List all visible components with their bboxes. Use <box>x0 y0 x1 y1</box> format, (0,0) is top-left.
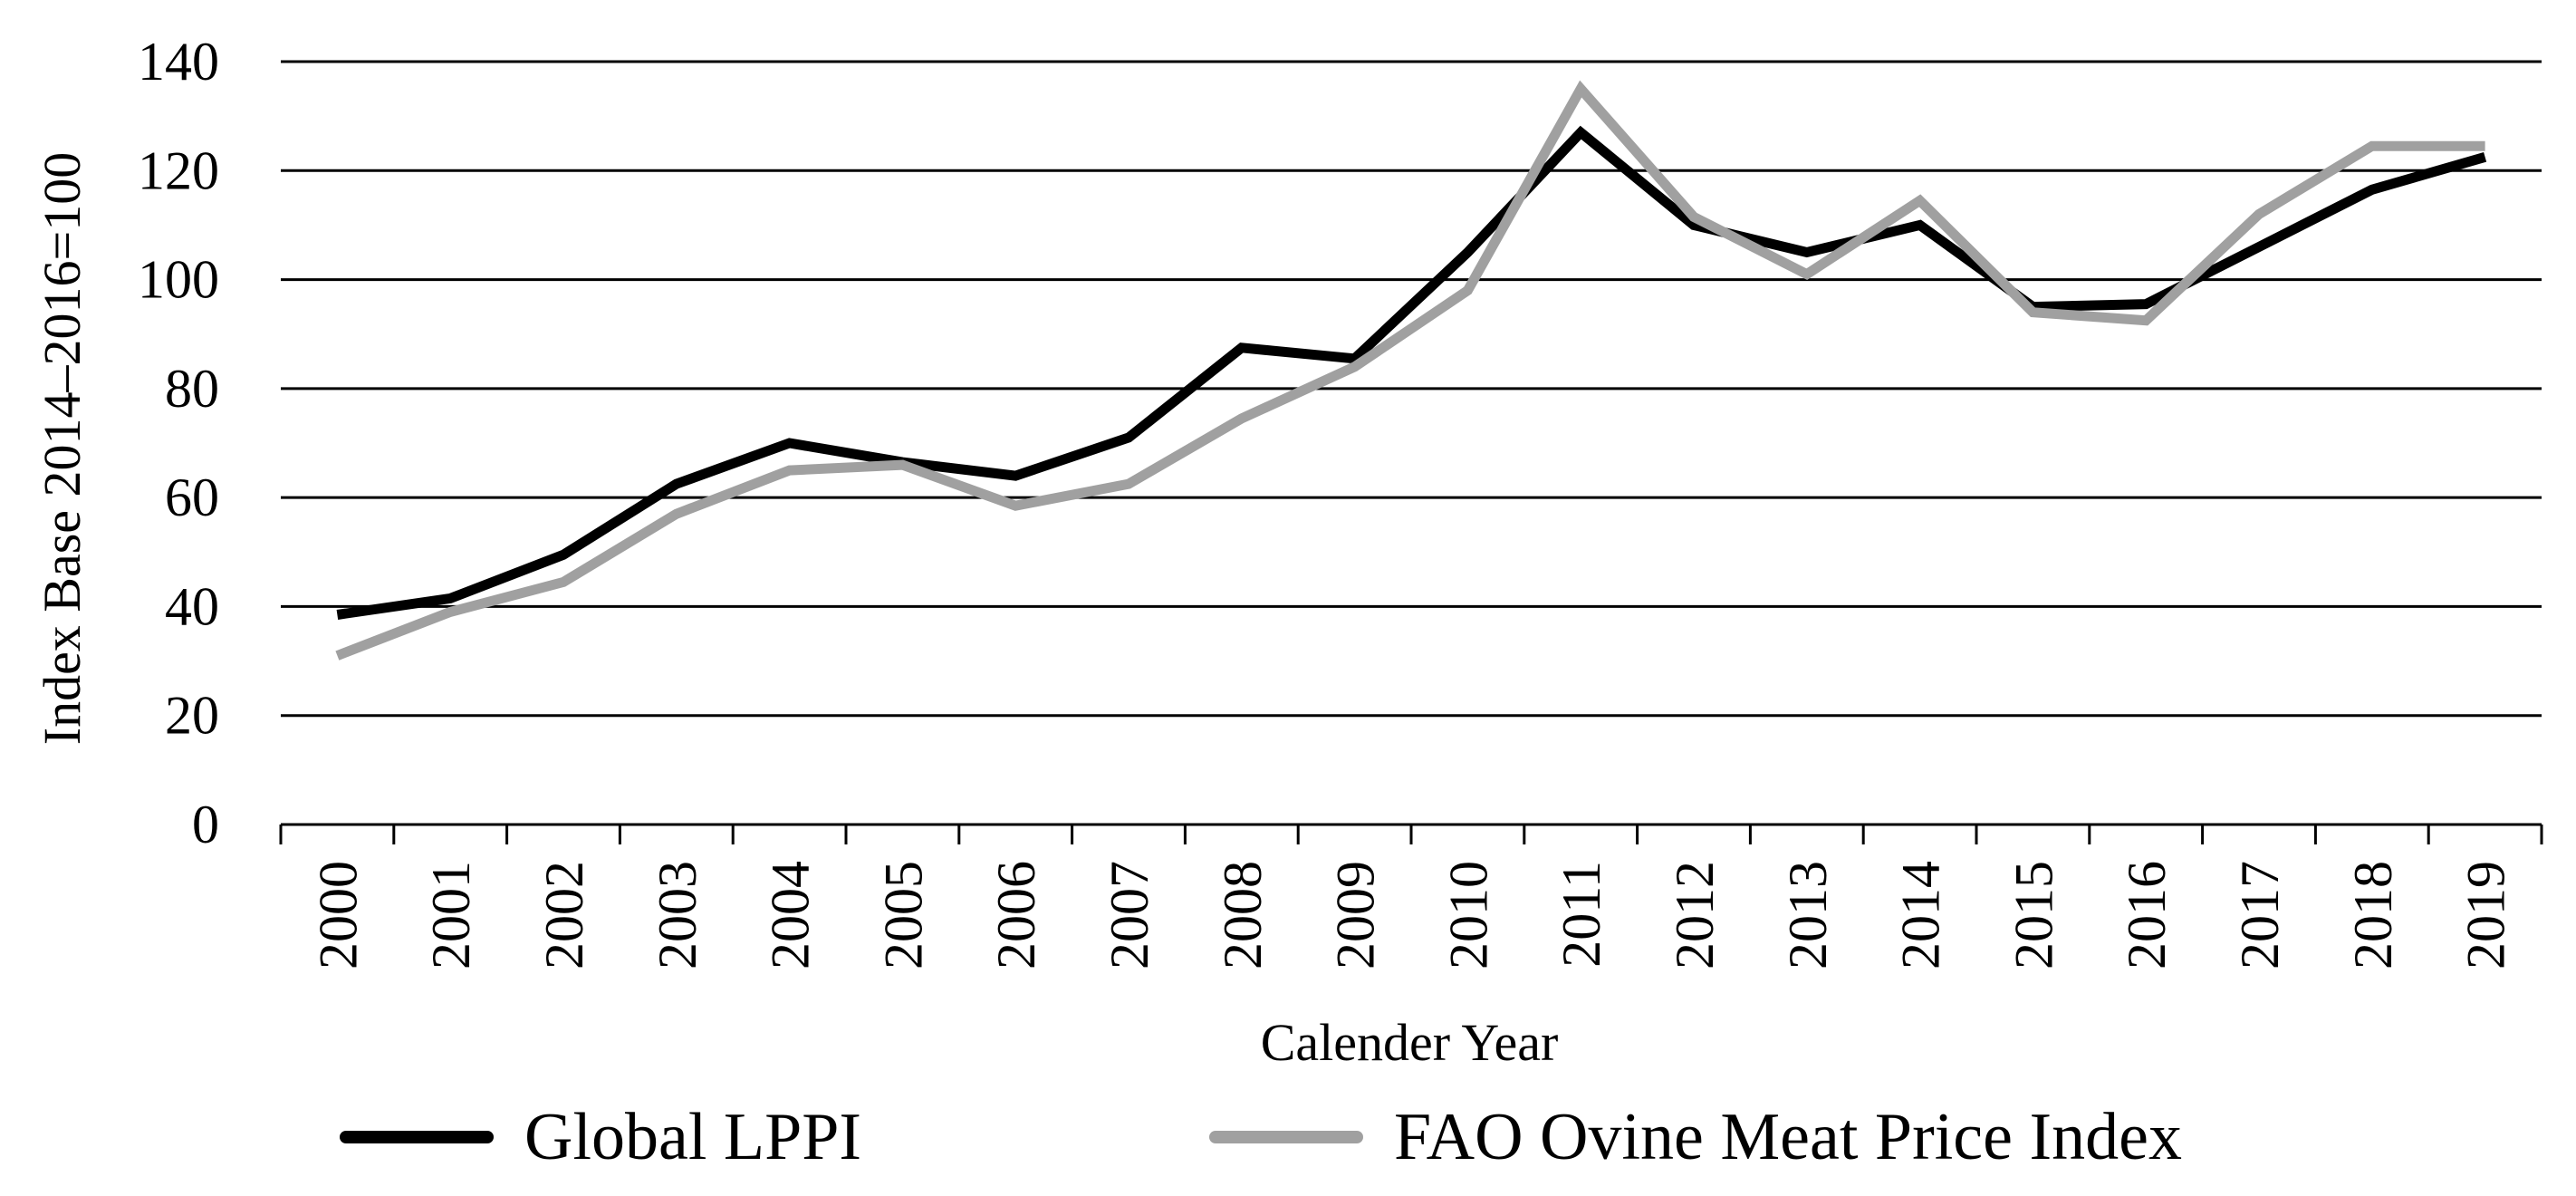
series-lines <box>335 80 2487 661</box>
x-tick-label: 2016 <box>2117 861 2177 969</box>
x-axis-label: Calender Year <box>1261 1013 1559 1072</box>
x-tick-label: 2014 <box>1891 861 1951 969</box>
legend-item-global-lppi: Global LPPI <box>340 1087 861 1187</box>
y-tick-label: 80 <box>165 359 219 419</box>
x-tick-label: 2003 <box>648 861 707 969</box>
y-tick-label: 20 <box>165 686 219 746</box>
y-tick-label: 0 <box>192 795 219 854</box>
x-tick-label: 2007 <box>1100 861 1159 969</box>
x-tick-label: 2012 <box>1665 861 1725 969</box>
x-tick-label: 2004 <box>761 861 821 969</box>
y-tick-label: 40 <box>165 576 219 636</box>
x-axis-ticks: 2000 2001 2002 2003 2004 2005 2006 2007 2008 2009… <box>308 861 2515 969</box>
x-tick-label: 2010 <box>1438 861 1498 969</box>
x-tick-label: 2018 <box>2343 861 2403 969</box>
x-tick-label: 2011 <box>1552 861 1611 968</box>
x-tick-label: 2000 <box>308 861 368 969</box>
legend-swatch-fao-ovine <box>1209 1131 1363 1143</box>
x-tick-label: 2008 <box>1213 861 1273 969</box>
y-tick-label: 140 <box>138 32 219 92</box>
legend-label-global-lppi: Global LPPI <box>524 1099 862 1174</box>
x-tick-label: 2019 <box>2456 861 2516 969</box>
legend-swatch-global-lppi <box>340 1131 494 1143</box>
x-axis <box>279 823 2543 844</box>
x-tick-label: 2009 <box>1326 861 1386 969</box>
gridlines <box>281 60 2542 718</box>
x-tick-label: 2002 <box>534 861 594 969</box>
legend-item-fao-ovine: FAO Ovine Meat Price Index <box>1209 1087 2182 1187</box>
x-tick-label: 2015 <box>2004 861 2063 969</box>
y-tick-label: 60 <box>165 468 219 527</box>
legend: Global LPPI FAO Ovine Meat Price Index <box>0 1087 2576 1187</box>
x-tick-label: 2001 <box>421 861 481 969</box>
y-axis-ticks: 0 20 40 60 80 100 120 140 <box>138 32 219 854</box>
legend-label-fao-ovine: FAO Ovine Meat Price Index <box>1394 1099 2182 1174</box>
y-axis-label: Index Base 2014–2016=100 <box>33 152 91 746</box>
x-tick-label: 2006 <box>986 861 1046 969</box>
x-tick-label: 2005 <box>873 861 933 969</box>
y-tick-label: 120 <box>138 140 219 200</box>
y-tick-label: 100 <box>138 250 219 310</box>
x-tick-label: 2013 <box>1778 861 1838 969</box>
series-line-1 <box>335 80 2485 661</box>
series-line-0 <box>336 125 2487 620</box>
x-tick-label: 2017 <box>2230 861 2290 969</box>
